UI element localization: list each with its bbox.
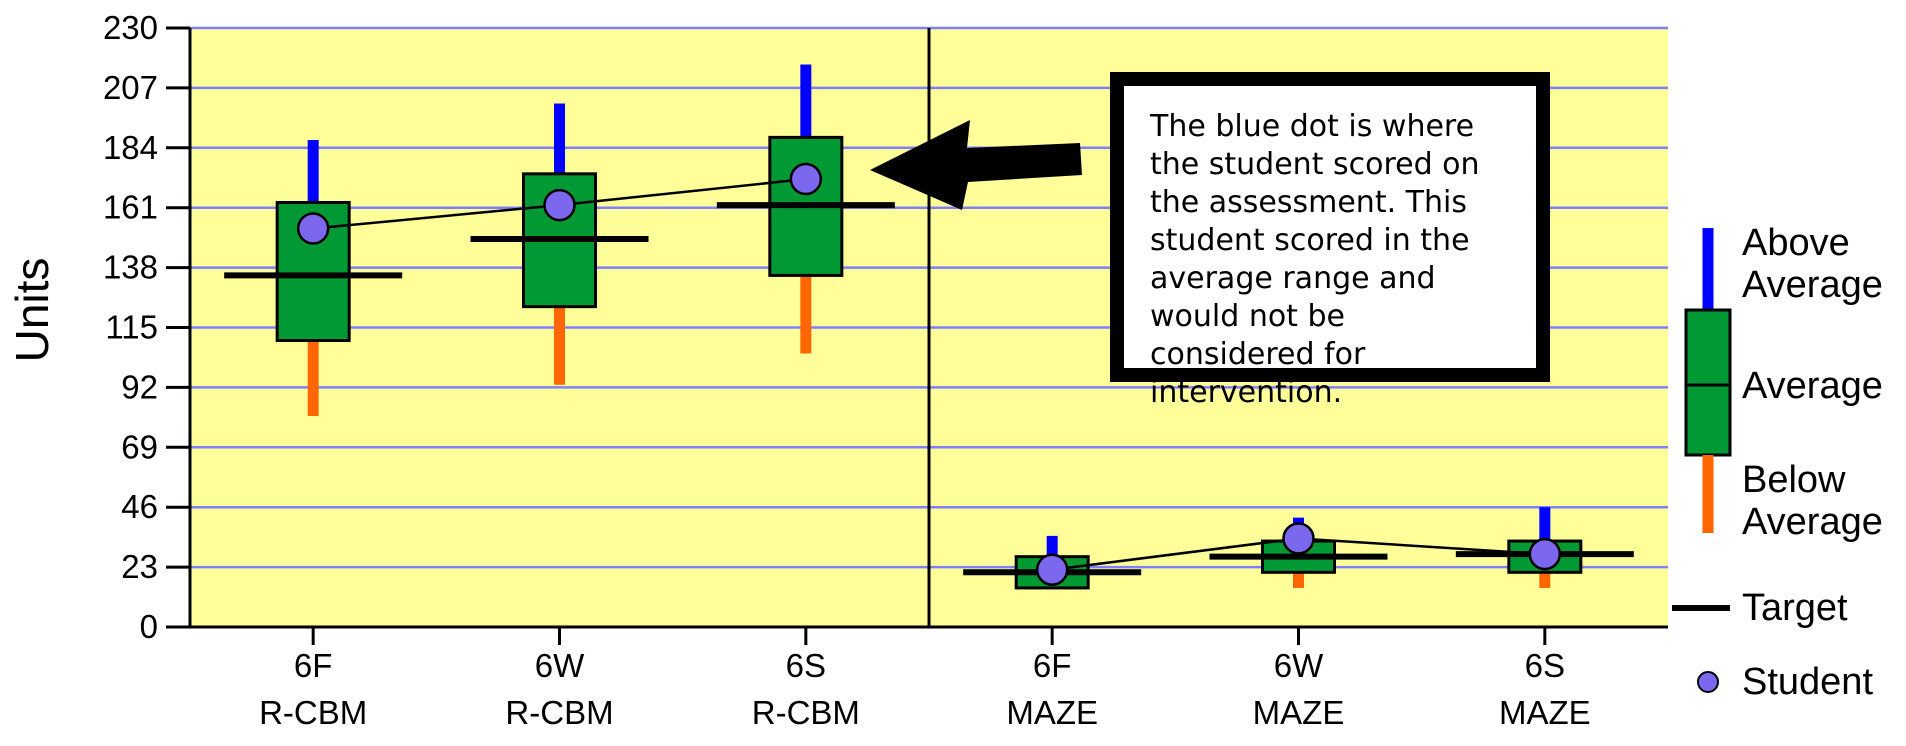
x-tick-label: MAZE [1006,694,1098,731]
x-tick-label: 6W [1274,647,1324,684]
legend: Above Average Average Below Average Target Stu… [1672,222,1883,703]
x-tick-label: 6S [786,647,826,684]
y-tick-label: 92 [121,368,158,405]
y-tick-label: 23 [121,548,158,585]
legend-above-label: Above Average [1742,222,1883,306]
y-tick-label: 230 [103,9,158,46]
x-tick-label: MAZE [1499,694,1591,731]
x-tick-label: 6F [1033,647,1072,684]
x-tick-label: R-CBM [752,694,860,731]
student-point [1282,522,1315,555]
y-tick-label: 138 [103,249,158,286]
student-trend-line [313,203,560,230]
legend-student-swatch [1697,671,1719,693]
x-tick-label: R-CBM [505,694,613,731]
y-tick-label: 0 [140,608,158,645]
legend-student-label: Student [1742,661,1873,703]
student-point [789,162,823,196]
annotation-arrow [870,120,1082,210]
student-point [1035,553,1069,586]
legend-average-label: Average [1742,365,1883,407]
student-point [1528,537,1562,571]
student-trend-line [559,177,806,207]
legend-average-swatch [1684,308,1732,457]
annotation-text: The blue dot is where the student scored… [1150,109,1480,410]
student-point [543,188,576,222]
legend-target-label: Target [1742,587,1848,629]
student-trend-line [1052,537,1299,571]
y-tick-label: 184 [103,129,158,166]
student-trend-line [1298,537,1545,556]
y-tick-label: 46 [121,488,158,525]
x-tick-label: 6F [294,647,333,684]
student-point [296,212,330,245]
x-tick-label: MAZE [1253,694,1345,731]
x-tick-label: 6S [1525,647,1565,684]
y-tick-label: 69 [121,428,158,465]
legend-below-label: Below Average [1742,459,1883,543]
y-tick-label: 207 [103,69,158,106]
annotation-callout: The blue dot is where the student scored… [1110,72,1550,410]
y-axis-label: Units [6,258,58,363]
x-tick-label: 6W [535,647,585,684]
y-tick-label: 161 [103,189,158,226]
y-tick-label: 115 [105,309,158,346]
x-tick-label: R-CBM [259,694,367,731]
